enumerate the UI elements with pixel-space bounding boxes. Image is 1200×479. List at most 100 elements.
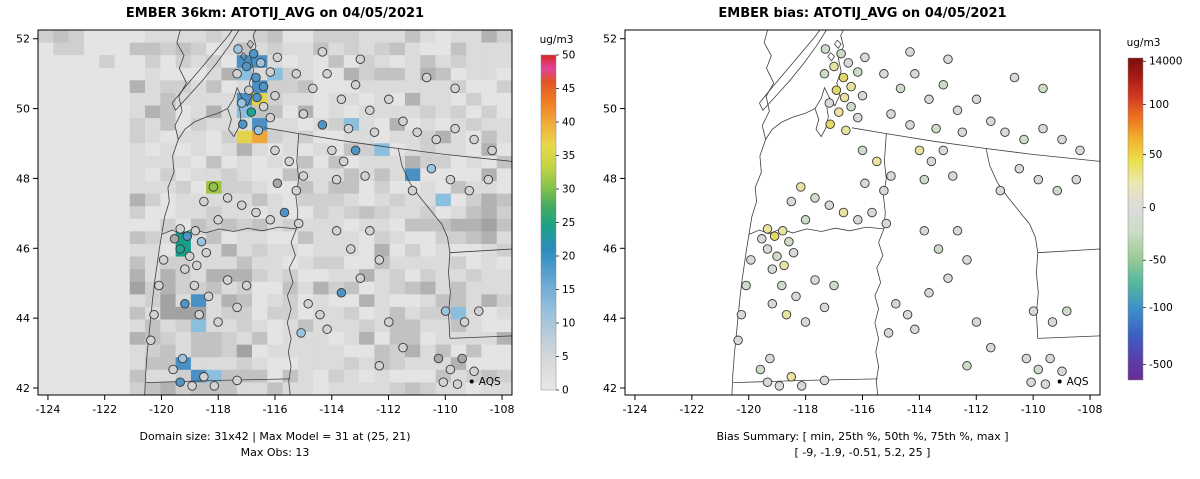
station-point (237, 200, 247, 210)
station-point (256, 58, 266, 68)
station-point (241, 280, 252, 291)
station-point (149, 309, 159, 320)
station-point (860, 52, 870, 63)
plot-border (624, 29, 1101, 396)
station-point (398, 342, 408, 353)
station-point (741, 280, 751, 291)
station-point (1057, 366, 1067, 377)
station-point (986, 116, 996, 127)
bias-map-canvas: -124 -122 -120 -118 -116 -114 -112 -110 -108 42 44… (603, 29, 1182, 416)
station-point (327, 145, 337, 156)
y-tick-label: 44 (603, 312, 617, 325)
station-point (762, 377, 773, 387)
bias-panel-caption: Bias Summary: [ min, 25th %, 50th %, 75t… (625, 429, 1100, 461)
station-point (986, 342, 996, 353)
station-point (189, 280, 200, 291)
bias-panel-title: EMBER bias: ATOTIJ_AVG on 04/05/2021 (718, 6, 1007, 21)
station-point (924, 288, 934, 298)
map-outline-border_wy_ut (449, 335, 513, 339)
station-point (926, 156, 937, 167)
station-point (971, 317, 982, 327)
map-outline-border_mt_wy (449, 248, 513, 254)
station-point (777, 226, 788, 236)
station-point (853, 215, 863, 225)
station-point (308, 83, 318, 94)
station-point (192, 260, 202, 271)
station-point (241, 61, 252, 72)
station-point (1021, 353, 1032, 364)
station-point (168, 364, 178, 375)
map-outline-border_or_ca (733, 378, 878, 383)
station-point (919, 174, 930, 185)
station-point (445, 364, 456, 375)
station-point (258, 81, 269, 92)
x-tick-label: -120 (736, 403, 761, 416)
model-panel-title: EMBER 36km: ATOTIJ_AVG on 04/05/2021 (125, 6, 425, 21)
max-obs-text: Max Obs: 13 (240, 446, 310, 459)
raster-layer (38, 30, 513, 396)
station-point (1062, 306, 1072, 316)
station-point (252, 92, 262, 103)
station-point (1045, 353, 1055, 364)
station-point (1040, 379, 1051, 389)
model-panel-caption: Domain size: 31x42 | Max Model = 31 at (… (38, 429, 512, 461)
station-point (365, 105, 375, 116)
station-point (767, 299, 778, 309)
station-point (829, 280, 839, 291)
station-point (369, 127, 380, 137)
station-point (175, 377, 185, 387)
station-point (867, 207, 877, 218)
station-point (819, 375, 830, 386)
station-point (331, 226, 342, 236)
station-point (272, 178, 283, 189)
station-point (881, 218, 892, 229)
station-point (1033, 364, 1044, 375)
station-point (232, 375, 242, 386)
station-point (317, 120, 328, 130)
y-tick-label: 46 (603, 242, 617, 255)
station-point (762, 224, 773, 234)
station-point (919, 226, 930, 236)
station-point (265, 112, 276, 123)
station-point (431, 134, 441, 145)
station-point (194, 309, 204, 320)
y-tick-label: 52 (603, 33, 617, 46)
map-outline-island (759, 29, 828, 112)
x-tick-label: -120 (149, 403, 174, 416)
station-point (251, 72, 261, 83)
station-point (272, 52, 283, 63)
station-point (952, 105, 963, 116)
station-point (796, 182, 806, 192)
y-tick-label: 42 (16, 382, 30, 395)
station-point (450, 123, 460, 134)
y-tick-label: 52 (16, 33, 30, 46)
stations-layer (733, 44, 1085, 391)
station-point (384, 94, 394, 105)
station-point (175, 244, 185, 254)
map-outline-islet2 (833, 39, 842, 49)
map-outline-border_mt_wy (1037, 248, 1101, 254)
station-point (1019, 134, 1029, 145)
station-point (398, 116, 408, 127)
station-point (1009, 72, 1020, 83)
station-point (962, 255, 972, 265)
station-point (336, 94, 347, 105)
station-point (233, 44, 243, 54)
x-tick-label: -124 (35, 403, 60, 416)
station-point (190, 226, 201, 236)
station-point (158, 255, 169, 265)
station-point (838, 207, 849, 218)
station-point (769, 231, 780, 241)
x-tick-label: -110 (1021, 403, 1046, 416)
y-tick-label: 48 (603, 172, 617, 185)
station-point (829, 61, 839, 72)
station-point (355, 273, 366, 283)
station-point (860, 178, 870, 189)
aqs-legend-dot (1057, 379, 1062, 384)
station-point (943, 273, 953, 283)
station-point (948, 171, 958, 181)
station-point (891, 299, 901, 309)
station-point (902, 309, 913, 320)
colorbar-tick-label: 50 (562, 50, 575, 62)
station-point (279, 207, 290, 218)
